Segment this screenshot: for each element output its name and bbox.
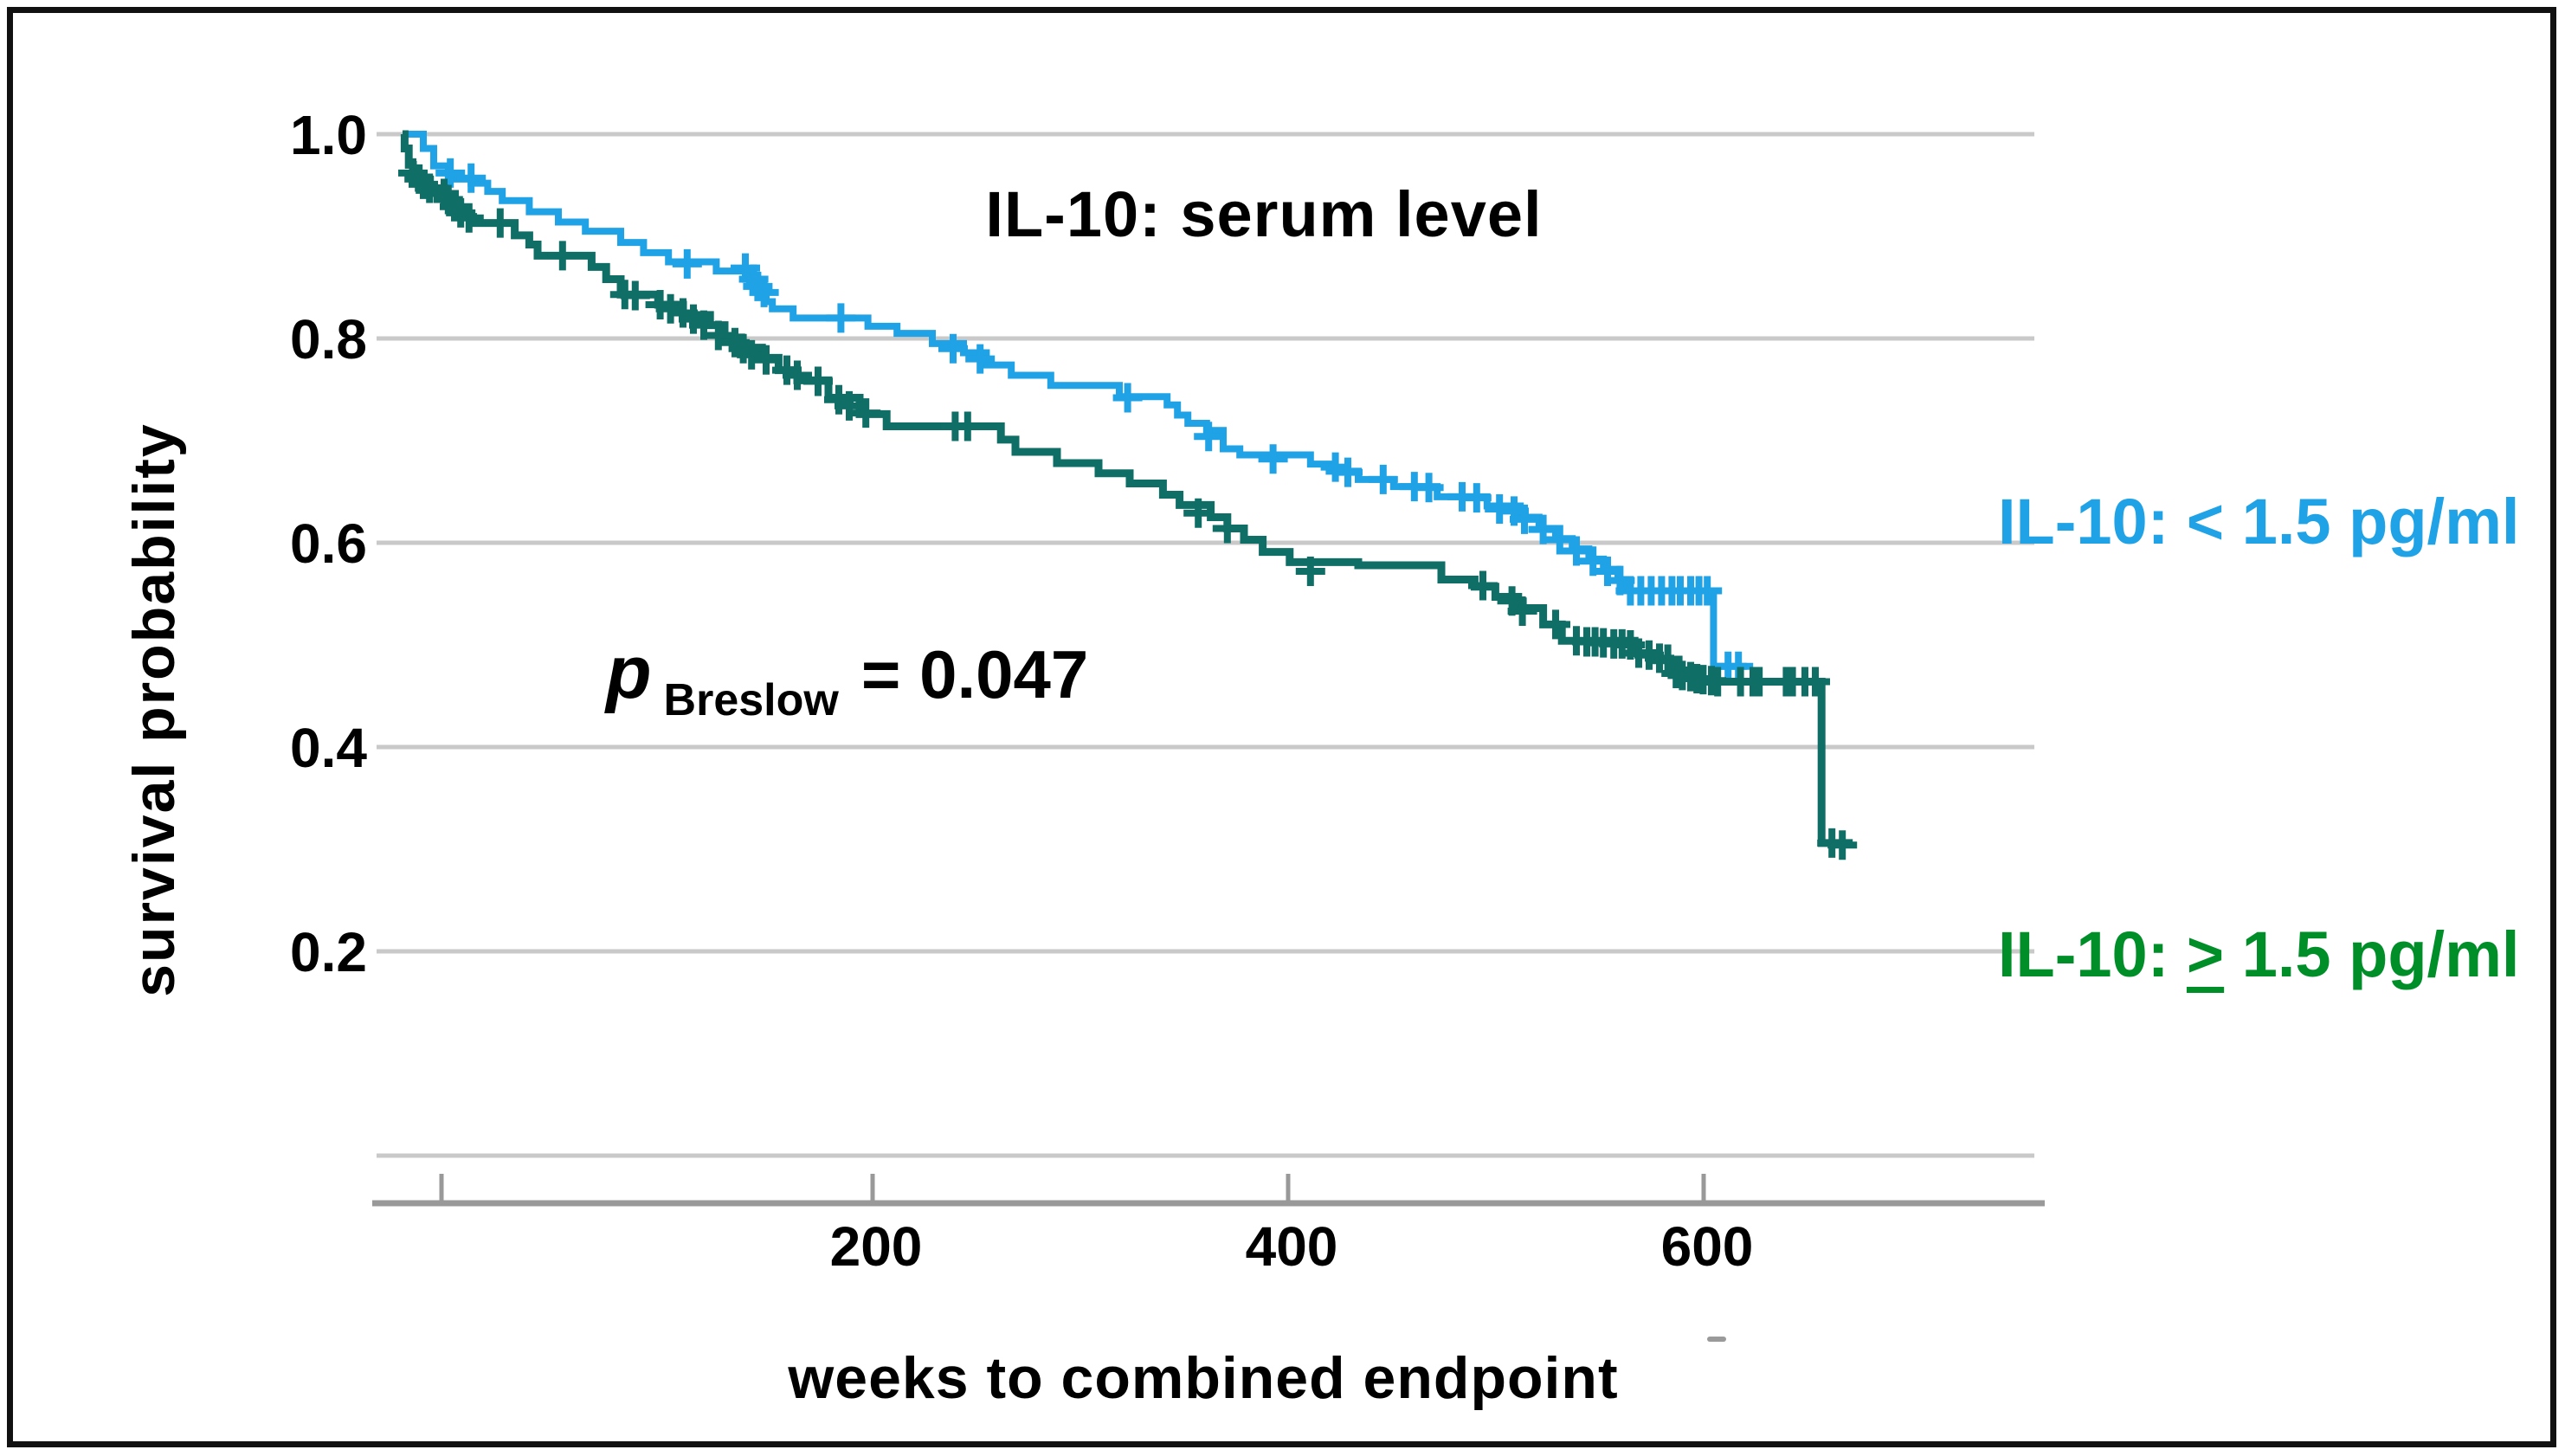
y-tick-label-0.2: 0.2 bbox=[290, 921, 367, 983]
censor-marks-low bbox=[435, 158, 1754, 681]
chart-title: IL-10: serum level bbox=[985, 178, 1543, 250]
legend-il10-high: IL-10: > 1.5 pg/ml bbox=[1998, 918, 2519, 991]
y-tick-label-0.8: 0.8 bbox=[290, 308, 367, 370]
p-value: = 0.047 bbox=[860, 636, 1089, 712]
p-value-annotation: p Breslow = 0.047 bbox=[606, 630, 1089, 725]
legend-il10-low: IL-10: < 1.5 pg/ml bbox=[1998, 486, 2520, 557]
x-tick-label-400: 400 bbox=[1246, 1215, 1338, 1278]
greater-equal-symbol: > bbox=[2186, 918, 2225, 990]
censor-marks-high bbox=[398, 158, 1858, 860]
p-subscript: Breslow bbox=[663, 675, 839, 725]
stray-mark bbox=[1707, 1337, 1726, 1342]
x-axis-title: weeks to combined endpoint bbox=[788, 1345, 1619, 1411]
x-tick-label-200: 200 bbox=[830, 1215, 923, 1278]
legend-high-prefix: IL-10: bbox=[1998, 918, 2187, 990]
figure-border bbox=[7, 7, 2556, 1447]
legend-high-suffix: 1.5 pg/ml bbox=[2224, 918, 2520, 990]
x-tick-label-600: 600 bbox=[1661, 1215, 1754, 1278]
y-axis-title: survival probability bbox=[121, 422, 187, 997]
y-tick-label-1.0: 1.0 bbox=[290, 104, 367, 166]
y-tick-label-0.4: 0.4 bbox=[290, 717, 367, 779]
p-symbol: p bbox=[606, 631, 652, 714]
y-tick-label-0.6: 0.6 bbox=[290, 512, 367, 575]
